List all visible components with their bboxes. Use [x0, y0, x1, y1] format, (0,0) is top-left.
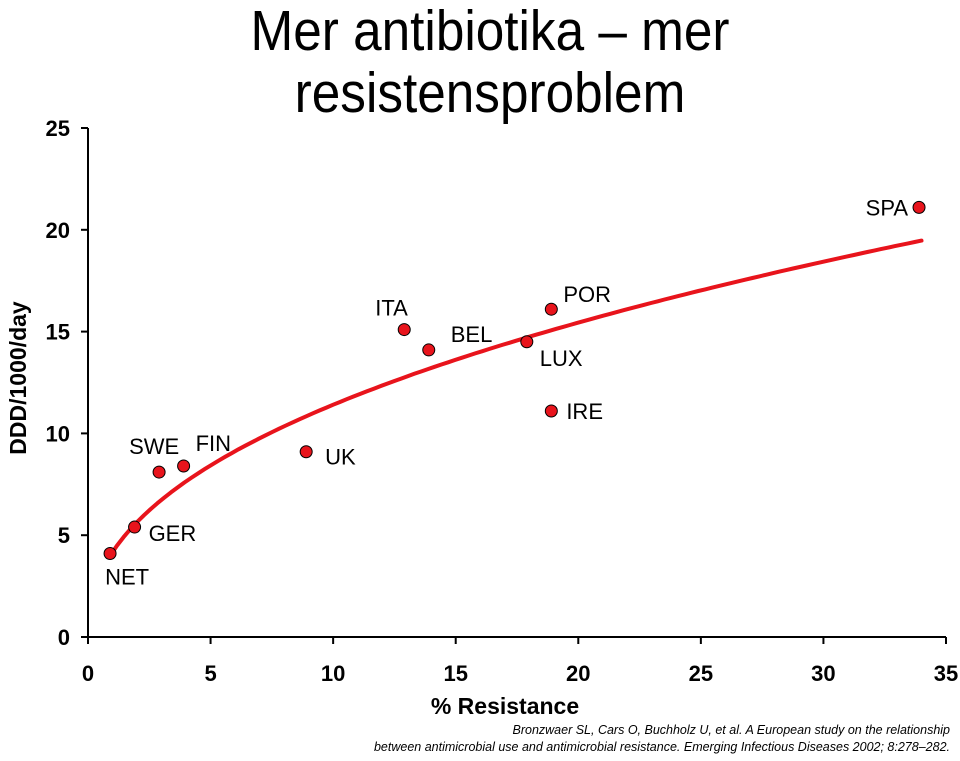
citation-line-2: between antimicrobial use and antimicrob… [373, 740, 950, 754]
data-point-ire [544, 404, 558, 418]
data-point-por [544, 302, 558, 316]
x-tick-label: 30 [811, 661, 835, 686]
point-label-fin: FIN [196, 431, 231, 456]
trendline-group [108, 238, 924, 558]
point-label-net: NET [105, 565, 149, 590]
data-point-ger [128, 520, 142, 534]
slide-title-line-2: resistensproblem [294, 61, 686, 125]
y-tick-label: 5 [58, 523, 70, 548]
x-tick-label: 20 [566, 661, 590, 686]
data-point-swe [152, 465, 166, 479]
trendline [108, 238, 924, 558]
point-label-ire: IRE [566, 399, 603, 424]
point-label-bel: BEL [451, 322, 493, 347]
data-point-fin [177, 459, 191, 473]
x-tick-label: 5 [204, 661, 216, 686]
x-tick-label: 15 [443, 661, 467, 686]
y-tick-label: 20 [46, 218, 70, 243]
x-tick-label: 10 [321, 661, 345, 686]
slide-title-line-1: Mer antibiotika – mer [250, 0, 730, 63]
point-label-uk: UK [325, 445, 356, 470]
y-tick-label: 10 [46, 421, 70, 446]
y-tick-label: 25 [46, 116, 70, 141]
point-label-ger: GER [149, 521, 197, 546]
slide-title: Mer antibiotika – mer resistensproblem [184, 0, 796, 124]
x-tick-label: 35 [934, 661, 958, 686]
y-tick-label: 0 [58, 625, 70, 650]
point-label-ita: ITA [375, 296, 408, 321]
point-label-lux: LUX [540, 346, 583, 371]
citation-line-1: Bronzwaer SL, Cars O, Buchholz U, et al.… [512, 723, 951, 737]
point-label-por: POR [563, 282, 611, 307]
x-axis-label: % Resistance [431, 693, 579, 719]
data-point-net [103, 547, 117, 561]
data-point-lux [520, 335, 534, 349]
point-label-swe: SWE [129, 434, 179, 459]
citation: Bronzwaer SL, Cars O, Buchholz U, et al.… [300, 722, 950, 756]
data-point-uk [299, 445, 313, 459]
data-point-ita [397, 323, 411, 337]
y-axis-label: DDD/1000/day [5, 301, 31, 455]
point-label-spa: SPA [866, 195, 909, 220]
x-tick-label: 0 [82, 661, 94, 686]
data-point-bel [422, 343, 436, 357]
y-tick-label: 15 [46, 320, 70, 345]
axes: 0 5 10 15 20 25 30 35 0 5 10 15 20 25 [46, 116, 959, 686]
data-point-spa [912, 200, 926, 214]
x-tick-label: 25 [689, 661, 713, 686]
